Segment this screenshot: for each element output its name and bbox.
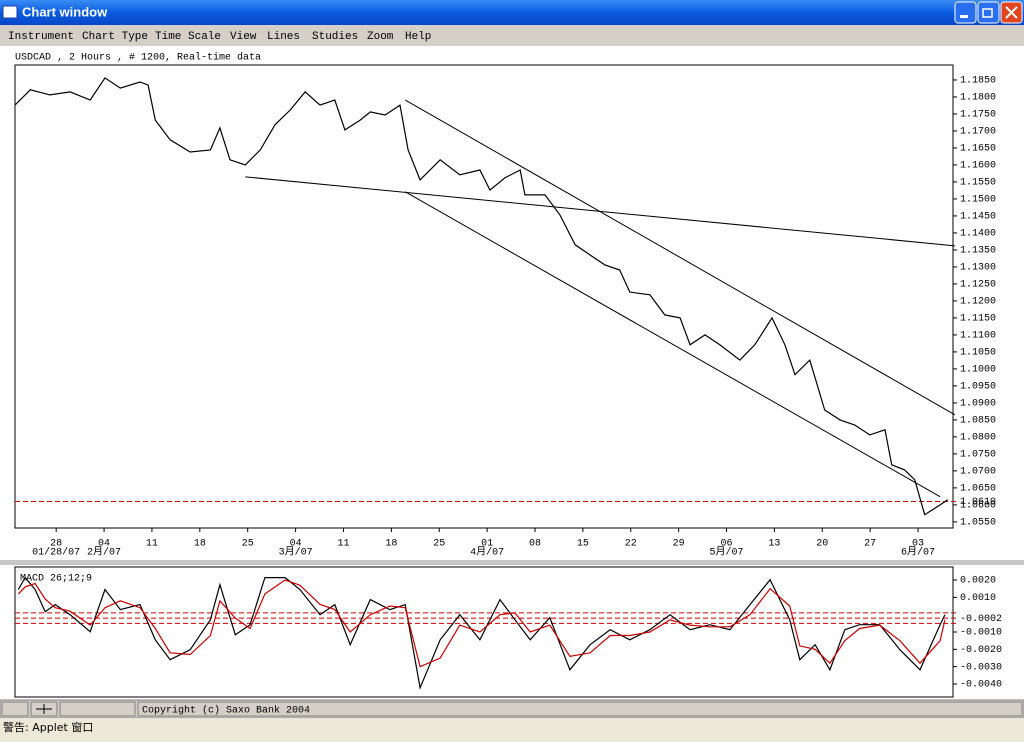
x-tick-label: 18 (194, 539, 206, 550)
y-tick-label: 1.0550 (960, 518, 996, 529)
y-tick-label: 1.1650 (960, 144, 996, 155)
y-tick-label: 1.1850 (960, 76, 996, 87)
close-icon (1005, 6, 1018, 19)
y-tick-label: 1.1350 (960, 246, 996, 257)
x-tick-label: 18 (385, 539, 397, 550)
y-tick-label: 1.1200 (960, 297, 996, 308)
x-tick-label: 15 (577, 539, 589, 550)
y-tick-label: 1.1000 (960, 365, 996, 376)
x-tick-label: 25 (433, 539, 445, 550)
x-tick-label: 04 (290, 539, 302, 550)
y-tick-label: 1.0600 (960, 501, 996, 512)
crosshair-icon (36, 704, 52, 714)
trend-line (404, 99, 956, 416)
toolbar-button[interactable] (1, 701, 29, 717)
minimize-button[interactable] (954, 1, 977, 24)
month-label: 6月/07 (901, 546, 935, 559)
y-tick-label: 1.1300 (960, 263, 996, 274)
y-tick-label: 1.1050 (960, 348, 996, 359)
x-tick-label: 28 (50, 539, 62, 550)
y-tick-label: 1.0850 (960, 416, 996, 427)
toolbar-field (59, 701, 136, 717)
y-tick-label: 1.1550 (960, 178, 996, 189)
menu-item[interactable]: Lines (267, 31, 300, 43)
chart-title: USDCAD , 2 Hours , # 1200, Real-time dat… (15, 52, 261, 64)
y-tick-label: 1.0900 (960, 399, 996, 410)
restore-icon (982, 8, 993, 18)
y-tick-label: 1.1500 (960, 195, 996, 206)
title-bar (0, 0, 1024, 25)
month-label: 5月/07 (710, 546, 744, 559)
menu-item[interactable]: Time Scale (155, 31, 221, 43)
x-tick-label: 27 (864, 539, 876, 550)
status-bar (0, 718, 1024, 742)
y-tick-label: 0.0010 (960, 593, 996, 604)
y-tick-label: 1.1100 (960, 331, 996, 342)
y-tick-label: -0.0020 (960, 645, 1002, 656)
y-tick-label: 1.0950 (960, 382, 996, 393)
y-tick-label: 1.1750 (960, 110, 996, 121)
copyright: Copyright (c) Saxo Bank 2004 (142, 705, 310, 717)
y-tick-label: 1.1150 (960, 314, 996, 325)
minimize-icon (960, 15, 968, 18)
menu-item[interactable]: Zoom (367, 31, 394, 43)
month-label: 4月/07 (470, 546, 504, 559)
y-tick-label: 1.0650 (960, 484, 996, 495)
y-tick-label: 1.1800 (960, 93, 996, 104)
window-icon (2, 5, 18, 19)
series-line (14, 77, 949, 516)
x-tick-label: 04 (98, 539, 110, 550)
chart-title: MACD 26;12;9 (20, 574, 92, 585)
x-tick-label: 06 (721, 539, 733, 550)
copyright-field (137, 701, 1023, 717)
menu-item[interactable]: Studies (312, 31, 358, 43)
reference-label: -0.0002 (960, 614, 1002, 625)
series-line (17, 579, 946, 668)
month-label: 2月/07 (87, 546, 121, 559)
x-tick-label: 22 (625, 539, 637, 550)
month-label: 3月/07 (279, 546, 313, 559)
reference-label: 1.0610 (960, 497, 996, 508)
x-tick-label: 13 (768, 539, 780, 550)
x-tick-label: 20 (816, 539, 828, 550)
x-tick-label: 11 (146, 539, 158, 550)
y-tick-label: 1.1450 (960, 212, 996, 223)
x-tick-label: 29 (673, 539, 685, 550)
chart-area (0, 46, 1024, 700)
menu-item[interactable]: Instrument (8, 31, 74, 43)
x-tick-label: 03 (912, 539, 924, 550)
menu-bar (0, 25, 1024, 46)
pane-splitter (0, 560, 1024, 565)
menu-item[interactable]: View (230, 31, 257, 43)
month-label: 01/28/07 (32, 547, 80, 559)
trend-line (404, 191, 941, 498)
y-tick-label: 0.0020 (960, 576, 996, 587)
y-tick-label: -0.0040 (960, 680, 1002, 691)
y-tick-label: 1.0800 (960, 433, 996, 444)
y-tick-label: 1.1400 (960, 229, 996, 240)
y-tick-label: -0.0010 (960, 628, 1002, 639)
y-tick-label: 1.1700 (960, 127, 996, 138)
window-title: Chart window (22, 4, 108, 19)
x-tick-label: 01 (481, 539, 493, 550)
x-tick-label: 25 (242, 539, 254, 550)
y-tick-label: 1.1600 (960, 161, 996, 172)
y-tick-label: -0.0030 (960, 662, 1002, 673)
x-tick-label: 11 (337, 539, 349, 550)
restore-button[interactable] (977, 1, 1000, 24)
menu-item[interactable]: Help (405, 31, 431, 43)
x-tick-label: 08 (529, 539, 541, 550)
y-tick-label: 1.0750 (960, 450, 996, 461)
menu-item[interactable]: Chart Type (82, 31, 148, 43)
y-tick-label: 1.1250 (960, 280, 996, 291)
status-text: 警告: Applet 窗口 (3, 720, 93, 734)
y-tick-label: 1.0700 (960, 467, 996, 478)
plot-frame (14, 64, 954, 529)
